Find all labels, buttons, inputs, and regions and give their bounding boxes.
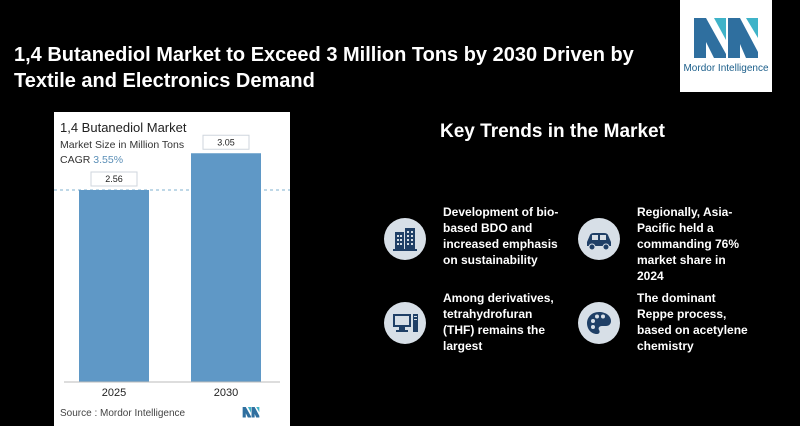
page-headline: 1,4 Butanediol Market to Exceed 3 Millio… <box>14 44 634 92</box>
car-icon <box>578 218 620 260</box>
value-label-box-2025 <box>90 171 138 187</box>
trend-text-1: Development of bio-based BDO and increas… <box>443 205 559 267</box>
trend-text-2: Regionally, Asia-Pacific held a commandi… <box>637 205 740 283</box>
logo-text: Mordor Intelligence <box>683 63 769 74</box>
mordor-intelligence-logo: Mordor Intelligence <box>680 0 772 92</box>
mini-logo-icon <box>242 407 260 418</box>
value-label-2030: 3.05 <box>217 137 235 147</box>
chart-cagr: CAGR 3.55% <box>60 154 123 166</box>
value-label-2025: 2.56 <box>105 174 123 184</box>
category-label-2025: 2025 <box>102 387 126 399</box>
mordor-logo-icon <box>694 18 758 58</box>
buildings-icon <box>384 218 426 260</box>
chart-source: Source : Mordor Intelligence <box>60 408 186 419</box>
bar-chart: 2.56 2025 3.05 2030 <box>54 134 290 399</box>
trend-text-4: The dominant Reppe process, based on ace… <box>637 291 748 353</box>
chart-title: 1,4 Butanediol Market <box>60 120 187 135</box>
value-label-box-2030 <box>202 134 250 150</box>
trend-text-3: Among derivatives, tetrahydrofuran (THF)… <box>443 291 554 353</box>
palette-icon <box>578 302 620 344</box>
bar-2030 <box>191 153 261 382</box>
cagr-label: CAGR <box>60 154 91 166</box>
bar-2025 <box>79 190 149 382</box>
trends-title: Key Trends in the Market <box>440 121 665 142</box>
computer-icon <box>384 302 426 344</box>
category-label-2030: 2030 <box>214 387 238 399</box>
cagr-value: 3.55% <box>93 154 124 166</box>
chart-subtitle: Market Size in Million Tons <box>60 139 185 151</box>
chart-card: 1,4 Butanediol Market Market Size in Mil… <box>54 112 290 426</box>
